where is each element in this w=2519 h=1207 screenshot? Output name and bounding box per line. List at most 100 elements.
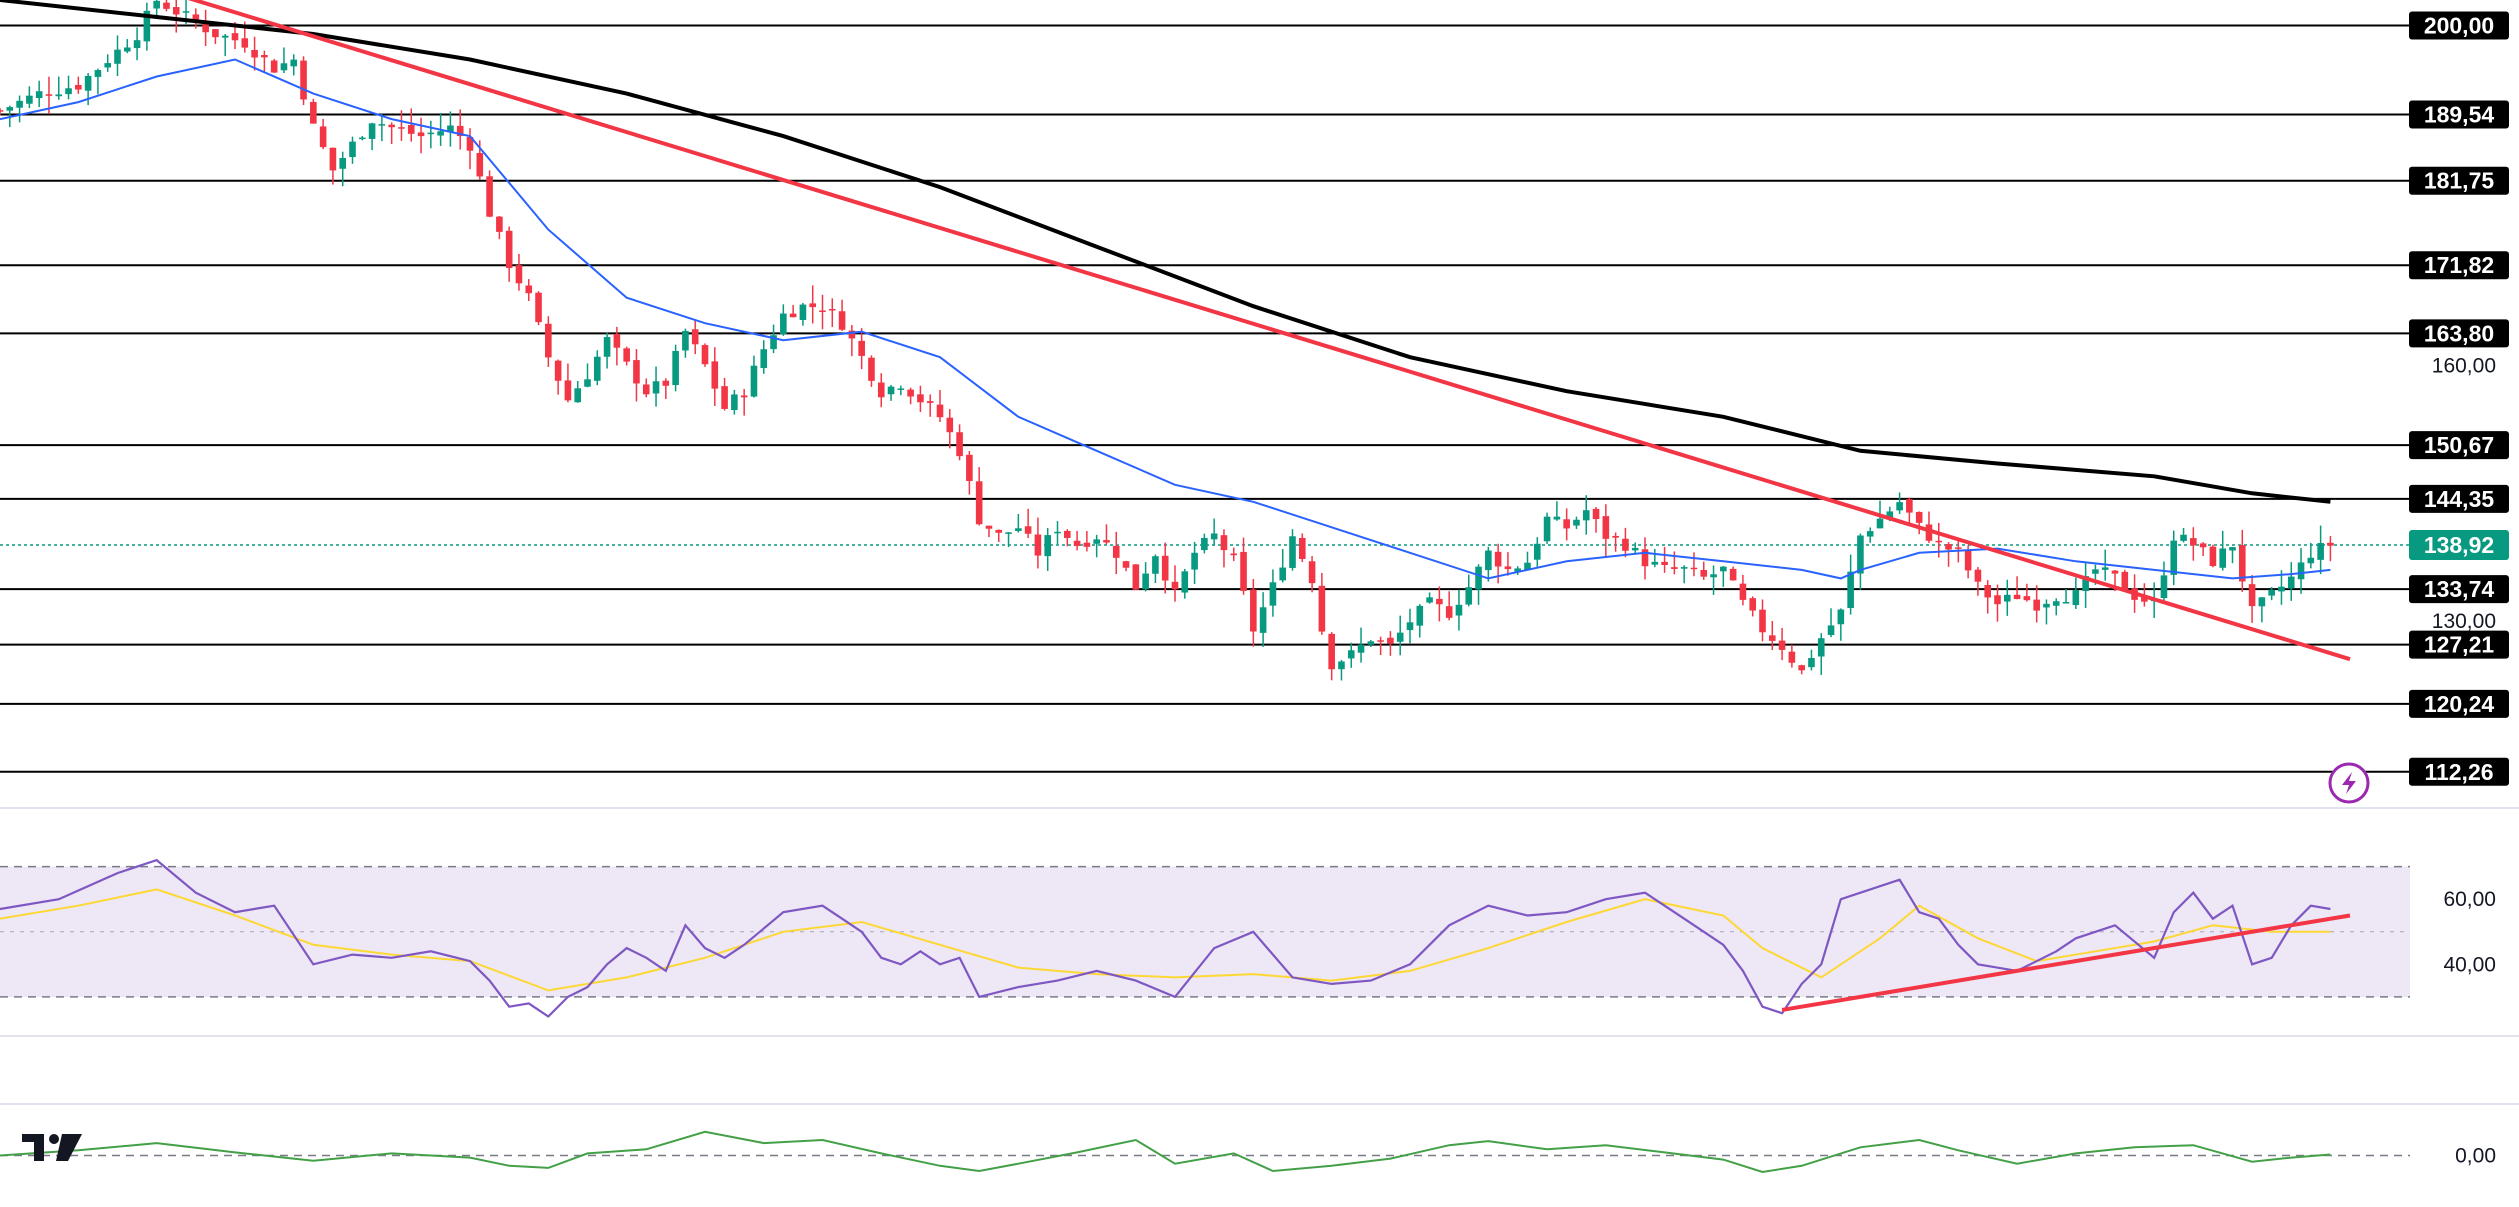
candle xyxy=(593,350,601,386)
y-axis-ticks[interactable]: 160,00 130,00 60,00 40,00 0,00 xyxy=(2432,355,2496,1168)
lightning-bolt-icon[interactable] xyxy=(2328,762,2370,804)
level-tag[interactable]: 144,35 xyxy=(2409,484,2509,513)
candle xyxy=(2023,583,2031,602)
candle xyxy=(1680,565,1688,584)
ma-slow-line[interactable] xyxy=(0,0,2331,504)
level-tag-bg xyxy=(2409,630,2509,659)
candle xyxy=(2033,585,2040,623)
current-price-tag[interactable]: 138,92 xyxy=(2409,530,2509,561)
candle xyxy=(926,394,934,417)
candle xyxy=(564,363,572,403)
rsi-trendline[interactable] xyxy=(1781,913,2351,1012)
candle xyxy=(486,170,493,218)
candle xyxy=(838,299,846,331)
oscillator-line[interactable] xyxy=(0,1130,2331,1174)
candle xyxy=(711,347,719,406)
level-tag-bg xyxy=(2409,757,2509,786)
candle xyxy=(280,47,288,74)
candle xyxy=(652,366,660,407)
candle xyxy=(1112,531,1120,575)
level-tag[interactable]: 127,21 xyxy=(2409,630,2509,659)
candle xyxy=(2160,561,2168,603)
candle xyxy=(1220,529,1228,568)
price-axis-tick: 160,00 xyxy=(2432,355,2496,378)
rsi-axis-tick: 40,00 xyxy=(2443,953,2496,976)
level-tag[interactable]: 120,24 xyxy=(2409,689,2509,718)
level-tag-label: 171,82 xyxy=(2424,252,2494,278)
level-tag[interactable]: 112,26 xyxy=(2409,757,2509,786)
level-tag-label: 200,00 xyxy=(2424,13,2494,39)
candle xyxy=(35,80,43,108)
candle xyxy=(2327,535,2334,562)
candle xyxy=(1592,507,1600,533)
candle xyxy=(1387,631,1394,656)
level-tag[interactable]: 133,74 xyxy=(2409,575,2509,604)
level-tag-bg xyxy=(2409,484,2509,513)
price-level-tags[interactable]: 200,00 189,54 181,75 171,82 163,80 150,67 144,… xyxy=(2409,11,2509,786)
level-tag[interactable]: 181,75 xyxy=(2409,166,2509,195)
candle xyxy=(1798,664,1805,675)
tradingview-logo-icon[interactable] xyxy=(22,1134,82,1161)
candle xyxy=(1808,649,1815,671)
level-tag-bg xyxy=(2409,319,2509,348)
level-tag[interactable]: 171,82 xyxy=(2409,251,2509,280)
candle xyxy=(1866,527,1874,543)
candle xyxy=(2062,588,2070,604)
candle xyxy=(2238,529,2246,592)
candle xyxy=(329,147,337,185)
candle xyxy=(1103,524,1110,545)
candle xyxy=(55,76,63,100)
candle xyxy=(1485,546,1492,582)
candle xyxy=(1994,584,2001,622)
candle xyxy=(1622,527,1629,558)
level-tag[interactable]: 150,67 xyxy=(2409,431,2509,460)
candle xyxy=(1152,554,1159,584)
candle xyxy=(1729,566,1737,581)
level-tag[interactable]: 163,80 xyxy=(2409,319,2509,348)
candle xyxy=(398,110,405,141)
candle xyxy=(1915,511,1923,535)
candle xyxy=(261,50,268,73)
candle xyxy=(212,28,219,44)
candle xyxy=(26,86,33,109)
level-tag-bg xyxy=(2409,166,2509,195)
candle xyxy=(731,389,738,415)
candle xyxy=(1005,532,1012,548)
candle xyxy=(1357,627,1365,663)
candle xyxy=(16,95,23,123)
candle xyxy=(1396,615,1404,656)
candle xyxy=(1328,632,1335,681)
candle xyxy=(2278,570,2285,605)
level-tag-label: 133,74 xyxy=(2424,576,2495,602)
candle xyxy=(417,117,425,154)
candle xyxy=(2297,547,2305,594)
candle xyxy=(1318,572,1326,635)
ma-fast-line[interactable] xyxy=(0,58,2331,580)
price-axis-tick: 130,00 xyxy=(2432,610,2496,633)
candle xyxy=(251,36,258,71)
price-trendline[interactable] xyxy=(0,0,2351,662)
osc-axis-tick: 0,00 xyxy=(2455,1145,2496,1168)
candle xyxy=(378,114,386,142)
level-tag[interactable]: 200,00 xyxy=(2409,11,2509,40)
candle xyxy=(525,279,533,301)
level-tag-label: 163,80 xyxy=(2424,320,2494,346)
candle xyxy=(966,451,973,495)
rsi-line[interactable] xyxy=(0,858,2331,1018)
level-tag-label: 150,67 xyxy=(2424,432,2494,458)
candle xyxy=(1142,562,1149,592)
candle xyxy=(584,363,591,388)
candle xyxy=(691,319,699,355)
level-tag-label: 120,24 xyxy=(2424,691,2495,717)
candle xyxy=(2209,544,2217,568)
candle xyxy=(1455,589,1463,631)
candle xyxy=(642,378,650,398)
candle xyxy=(946,409,954,449)
level-tag[interactable]: 189,54 xyxy=(2409,100,2509,129)
candle xyxy=(2268,587,2275,601)
candle xyxy=(2219,530,2227,571)
candle xyxy=(290,54,298,76)
candle xyxy=(1896,492,1903,514)
candle xyxy=(848,325,856,357)
